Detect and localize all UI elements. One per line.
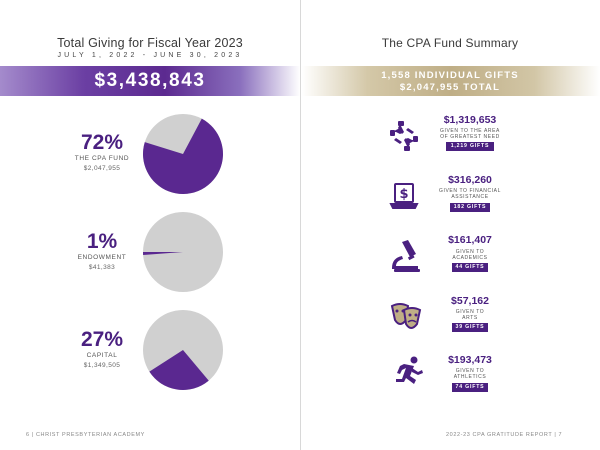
runner-icon: [396, 356, 423, 384]
fund-athletics-desc-2: ATHLETICS: [453, 374, 487, 380]
microscope-icon: [392, 240, 420, 272]
theater-masks-icon: [390, 303, 422, 329]
fund-financial-assistance-desc-2: ASSISTANCE: [451, 194, 489, 200]
total-giving-amount: $3,438,843: [94, 70, 206, 91]
gifts-summary-band: [302, 66, 600, 96]
svg-text:$: $: [399, 187, 408, 202]
individual-gifts-count: 1,558 INDIVIDUAL GIFTS: [381, 70, 519, 81]
fund-athletics-gifts: 74 GIFTS: [452, 383, 488, 392]
fund-financial-assistance-desc-1: GIVEN TO FINANCIAL: [438, 188, 502, 194]
total-giving-band: [0, 66, 300, 96]
endowment-amount: $41,383: [88, 264, 116, 271]
capital-pie: [143, 310, 223, 390]
capital-amount: $1,349,505: [83, 362, 121, 369]
cpa-fund-percent: 72%: [80, 131, 124, 154]
page-gutter: [300, 0, 301, 450]
pie-slice-cpa-fund: [143, 118, 223, 194]
fund-athletics-desc-1: GIVEN TO: [455, 368, 485, 374]
fund-arts-desc-2: ARTS: [462, 315, 478, 321]
fund-financial-assistance-gifts: 182 GIFTS: [450, 203, 490, 212]
capital-label: CAPITAL: [86, 352, 118, 359]
cpa-fund-label: THE CPA FUND: [74, 155, 130, 162]
fund-arts-amount: $57,162: [451, 295, 489, 307]
fund-greatest-need-amount: $1,319,653: [443, 114, 497, 126]
fiscal-year-dates: JULY 1, 2022 - JUNE 30, 2023: [57, 52, 243, 59]
cpa-fund-amount: $2,047,955: [83, 165, 121, 172]
fund-greatest-need-gifts: 1,219 GIFTS: [446, 142, 494, 151]
fund-greatest-need-desc-1: GIVEN TO THE AREA: [440, 128, 500, 134]
endowment-percent: 1%: [86, 230, 118, 253]
fund-arts-gifts: 39 GIFTS: [452, 323, 488, 332]
pie-slice-endowment: [143, 252, 183, 256]
fund-academics-desc-1: GIVEN TO: [455, 249, 485, 255]
right-page-folio: 2022-23 CPA GRATITUDE REPORT | 7: [446, 432, 563, 438]
fund-greatest-need-desc-2: OF GREATEST NEED: [440, 134, 500, 140]
left-page-title: Total Giving for Fiscal Year 2023: [57, 36, 243, 50]
hands-together-icon: [390, 121, 418, 151]
fund-financial-assistance-amount: $316,260: [448, 174, 492, 186]
fund-academics-gifts: 44 GIFTS: [452, 263, 488, 272]
endowment-label: ENDOWMENT: [77, 254, 127, 261]
pie-slice-capital: [149, 350, 209, 390]
fund-academics-desc-2: ACADEMICS: [452, 255, 488, 261]
left-page-folio: 6 | CHRIST PRESBYTERIAN ACADEMY: [26, 432, 145, 438]
right-page-title: The CPA Fund Summary: [381, 36, 519, 50]
cpa-fund-pie: [143, 114, 223, 194]
capital-percent: 27%: [80, 328, 124, 351]
endowment-pie: [143, 212, 223, 292]
fund-athletics-amount: $193,473: [448, 354, 492, 366]
fund-academics-amount: $161,407: [448, 234, 492, 246]
cpa-fund-total: $2,047,955 TOTAL: [399, 82, 501, 93]
fund-arts-desc-1: GIVEN TO: [455, 309, 485, 315]
laptop-dollar-icon: $: [389, 183, 419, 209]
